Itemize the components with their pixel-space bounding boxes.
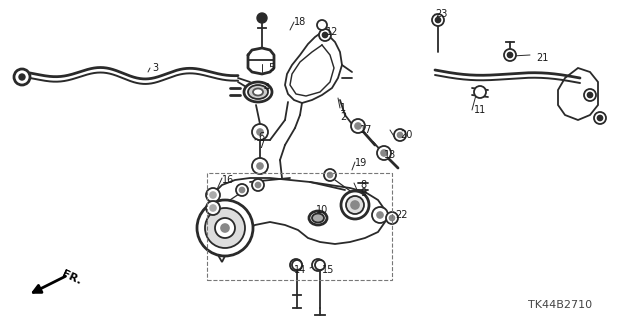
Circle shape: [294, 263, 298, 268]
Circle shape: [236, 184, 248, 196]
Circle shape: [351, 201, 359, 209]
Text: 8: 8: [360, 180, 366, 190]
Text: 20: 20: [400, 130, 412, 140]
Circle shape: [584, 89, 596, 101]
Circle shape: [372, 207, 388, 223]
Circle shape: [346, 196, 364, 214]
Text: 5: 5: [268, 63, 275, 73]
Circle shape: [315, 260, 325, 270]
Circle shape: [394, 129, 406, 141]
Text: 16: 16: [222, 175, 234, 185]
Circle shape: [397, 132, 403, 137]
Ellipse shape: [312, 213, 324, 222]
Ellipse shape: [253, 88, 263, 95]
Circle shape: [432, 14, 444, 26]
Circle shape: [215, 218, 235, 238]
Circle shape: [14, 69, 30, 85]
Text: 22: 22: [395, 210, 408, 220]
Circle shape: [341, 191, 369, 219]
Polygon shape: [558, 68, 598, 120]
Circle shape: [355, 123, 361, 129]
Circle shape: [328, 173, 333, 177]
Ellipse shape: [309, 211, 327, 225]
Circle shape: [210, 205, 216, 211]
Polygon shape: [208, 178, 385, 262]
Text: 17: 17: [360, 125, 372, 135]
Text: TK44B2710: TK44B2710: [528, 300, 592, 310]
Circle shape: [386, 212, 398, 224]
Circle shape: [474, 86, 486, 98]
Text: 12: 12: [326, 27, 339, 37]
Circle shape: [598, 115, 602, 121]
Text: 6: 6: [258, 132, 264, 142]
Circle shape: [381, 150, 387, 156]
Text: 23: 23: [435, 9, 447, 19]
Circle shape: [504, 49, 516, 61]
Circle shape: [210, 192, 216, 198]
Circle shape: [312, 259, 324, 271]
Text: 3: 3: [152, 63, 158, 73]
Text: 9: 9: [360, 188, 366, 198]
Text: 10: 10: [316, 205, 328, 215]
Circle shape: [252, 179, 264, 191]
Text: 19: 19: [355, 158, 367, 168]
Circle shape: [324, 169, 336, 181]
Circle shape: [206, 201, 220, 215]
Ellipse shape: [244, 82, 272, 102]
Circle shape: [206, 188, 220, 202]
Text: 15: 15: [322, 265, 334, 275]
Text: 14: 14: [294, 265, 307, 275]
Circle shape: [594, 112, 606, 124]
Circle shape: [316, 263, 321, 268]
Circle shape: [19, 74, 25, 80]
Circle shape: [257, 129, 263, 135]
Circle shape: [351, 119, 365, 133]
Circle shape: [390, 216, 394, 220]
Text: 18: 18: [294, 17, 307, 27]
Circle shape: [377, 146, 391, 160]
Circle shape: [257, 13, 267, 23]
Circle shape: [221, 224, 229, 232]
Polygon shape: [285, 32, 342, 103]
Circle shape: [290, 259, 302, 271]
Circle shape: [508, 53, 513, 57]
Circle shape: [292, 260, 302, 270]
Circle shape: [257, 163, 263, 169]
Circle shape: [255, 182, 260, 188]
Circle shape: [377, 212, 383, 218]
Circle shape: [239, 188, 244, 192]
Circle shape: [205, 208, 245, 248]
Circle shape: [319, 29, 331, 41]
Circle shape: [323, 33, 328, 38]
Circle shape: [588, 93, 593, 98]
Text: 21: 21: [536, 53, 548, 63]
Text: 13: 13: [384, 150, 396, 160]
Circle shape: [252, 158, 268, 174]
Text: 4: 4: [264, 83, 270, 93]
Circle shape: [252, 124, 268, 140]
Bar: [207, 173, 392, 280]
Text: 7: 7: [258, 140, 264, 150]
Text: 11: 11: [474, 105, 486, 115]
Circle shape: [317, 20, 327, 30]
Text: 1: 1: [340, 103, 346, 113]
Text: 2: 2: [340, 112, 346, 122]
Circle shape: [197, 200, 253, 256]
Circle shape: [435, 18, 440, 23]
Text: FR.: FR.: [60, 269, 83, 287]
Ellipse shape: [248, 85, 268, 99]
